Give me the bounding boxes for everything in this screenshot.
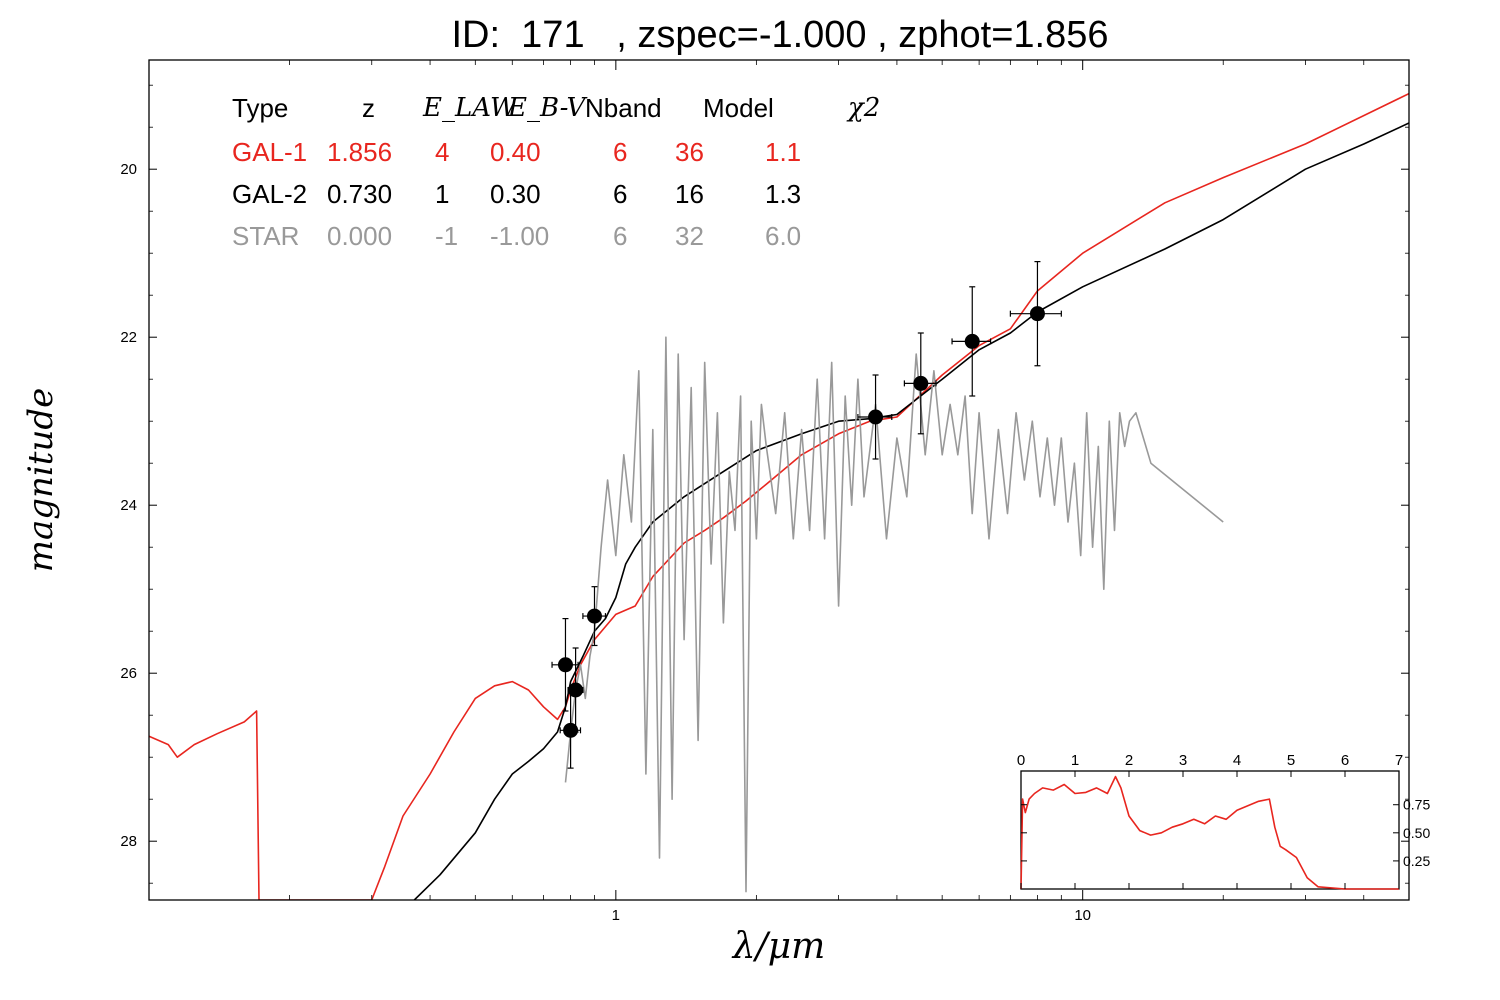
inset-xtick-label: 0 [1017,752,1025,769]
legend-row-1-col-2: 1 [435,179,450,209]
main-frame [148,59,1410,901]
inset-xtick-label: 2 [1125,752,1133,769]
ytick-label: 22 [120,329,137,346]
legend-row-1-col-5: 16 [675,179,704,209]
legend-row-2-col-0: STAR [232,221,300,251]
legend-row-1-col-4: 6 [613,179,628,209]
ytick-label: 24 [120,497,137,514]
legend-row-2-col-1: 0.000 [327,221,393,251]
legend-row-0-col-5: 36 [675,137,704,167]
legend-header-z: z [362,93,375,123]
inset-xtick-label: 1 [1071,752,1079,769]
inset-xtick-label: 5 [1287,752,1295,769]
inset-ytick-label: 0.75 [1403,797,1430,813]
photometry-point-3 [582,586,607,647]
photometry-point-7 [1009,261,1062,367]
legend-row-1-col-3: 0.30 [490,179,541,209]
photometry-marker [964,333,980,349]
xtick-label: 1 [612,907,620,924]
filter-inset-chart: 0 1 2 3 4 5 6 7 0.25 0.50 0.75 [1017,752,1430,890]
x-axis-label: λ/μm [731,926,825,967]
legend-row-1-col-1: 0.730 [327,179,393,209]
photometry-point-5 [903,332,937,435]
legend-row-0-col-4: 6 [613,137,628,167]
photometry-marker [586,608,602,624]
legend-row-0-col-6: 1.1 [765,137,802,167]
legend-header-type: Type [232,93,289,123]
photometry-marker [557,657,573,673]
legend-row-2-col-5: 32 [675,221,704,251]
photometry-marker [563,722,579,738]
ytick-label: 28 [120,833,137,850]
inset-filter-curve-0 [1020,775,1399,890]
ytick-label: 26 [120,665,137,682]
legend-row-0-col-3: 0.40 [490,137,541,167]
legend-header-model: Model [703,93,774,123]
legend-row-0-col-1: 1.856 [327,137,393,167]
photometry-marker [913,375,929,391]
ytick-label: 20 [120,161,137,178]
legend-row-1-col-6: 1.3 [765,179,802,209]
legend-row-2-col-6: 6.0 [765,221,802,251]
y-axis-label: magnitude [21,388,61,573]
legend-header-chi2: χ2 [848,93,881,123]
series-group [149,92,1409,900]
photometry-point-6 [951,286,992,397]
legend-header-nband: Nband [585,93,662,123]
legend-header-ebv: E_B-V [508,93,586,123]
photometry-marker [568,682,584,698]
legend-row-2-col-4: 6 [613,221,628,251]
chart-title: ID: 171 , zspec=-1.000 , zphot=1.856 [451,14,1109,56]
series-gal-1 [149,92,1409,900]
inset-xtick-label: 4 [1233,752,1241,769]
photometry-point-2 [567,647,584,733]
series-star [564,336,1224,893]
inset-ytick-label: 0.25 [1403,853,1430,869]
inset-frame [1020,770,1400,890]
inset-xtick-label: 6 [1341,752,1349,769]
photometry-marker [868,409,884,425]
xtick-label: 10 [1074,907,1091,924]
inset-ytick-label: 0.50 [1403,825,1430,841]
photometry-point-0 [551,617,579,712]
legend-header-elaw: E_LAW [423,93,517,123]
photometry-point-4 [857,374,893,460]
legend-row-0-col-2: 4 [435,137,450,167]
photometry-point-1 [559,691,582,769]
inset-xtick-label: 7 [1395,752,1403,769]
inset-xtick-label: 3 [1179,752,1187,769]
legend-row-2-col-2: -1 [435,221,459,251]
legend-row-1-col-0: GAL-2 [232,179,308,209]
photometry-marker [1029,306,1045,322]
legend-row-0-col-0: GAL-1 [232,137,308,167]
legend-row-2-col-3: -1.00 [490,221,550,251]
